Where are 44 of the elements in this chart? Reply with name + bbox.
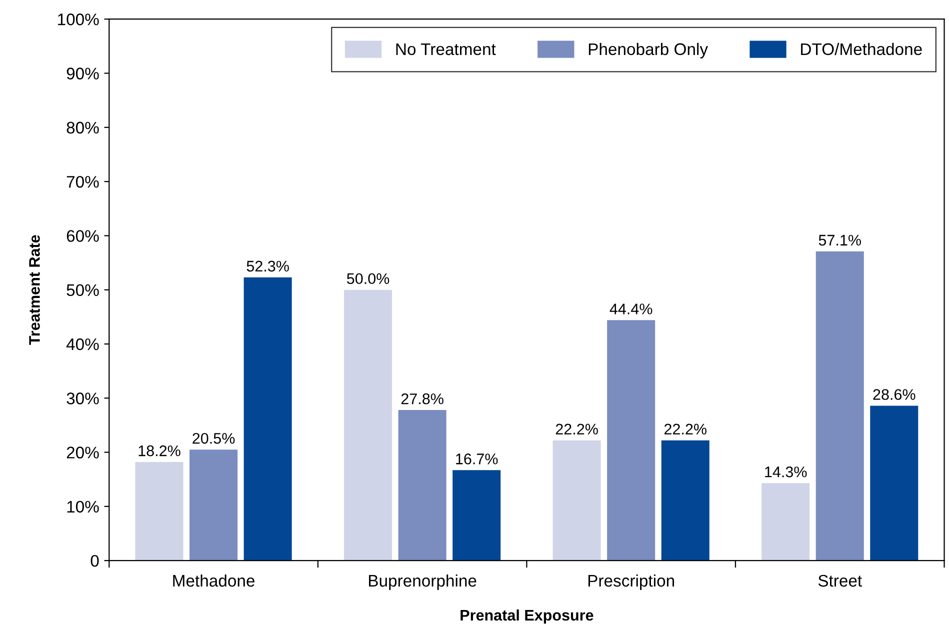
y-tick-label: 20% — [66, 446, 99, 458]
y-tick-label: 40% — [66, 338, 99, 350]
data-label: 57.1% — [818, 234, 861, 246]
legend-label: DTO/Methadone — [801, 42, 922, 56]
legend-label: No Treatment — [396, 43, 496, 56]
bar — [452, 470, 501, 561]
bar — [607, 320, 656, 561]
data-label: 28.6% — [873, 389, 916, 400]
data-label: 52.3% — [246, 260, 289, 272]
y-tick-label: 10% — [67, 500, 99, 513]
x-tick-label: Buprenorphine — [369, 574, 476, 590]
y-tick-label: 30% — [66, 392, 99, 404]
bar — [244, 277, 292, 561]
legend-label: Phenobarb Only — [588, 42, 708, 58]
bar — [661, 440, 710, 561]
data-label: 44.4% — [610, 304, 652, 314]
y-axis-title: Treatment Rate — [29, 235, 40, 345]
data-label: 14.3% — [765, 466, 807, 478]
bar — [762, 483, 810, 561]
bar — [816, 251, 864, 561]
bar — [135, 462, 184, 561]
y-tick-label: 70% — [66, 176, 99, 188]
bar — [344, 290, 392, 561]
data-label: 22.2% — [664, 424, 706, 434]
data-label: 50.0% — [346, 273, 390, 284]
x-tick-label: Street — [818, 574, 862, 587]
data-label: 18.2% — [138, 445, 180, 456]
x-tick-label: Methadone — [173, 574, 254, 587]
y-tick-label: 80% — [66, 122, 99, 134]
y-tick-label: 100% — [58, 14, 99, 26]
bar — [398, 410, 446, 561]
bar — [190, 450, 238, 561]
x-axis-title: Prenatal Exposure — [460, 609, 594, 624]
data-label: 16.7% — [456, 454, 498, 464]
bar — [870, 406, 918, 561]
y-tick-label: 50% — [66, 284, 99, 296]
x-tick-label: Prescription — [588, 574, 674, 590]
y-tick-label: 60% — [66, 230, 99, 242]
bar — [552, 440, 601, 561]
y-tick-label: 0 — [90, 554, 99, 567]
data-label: 22.2% — [556, 424, 598, 434]
data-label: 20.5% — [192, 432, 235, 444]
data-label: 27.8% — [401, 393, 444, 404]
y-tick-label: 90% — [66, 68, 99, 80]
